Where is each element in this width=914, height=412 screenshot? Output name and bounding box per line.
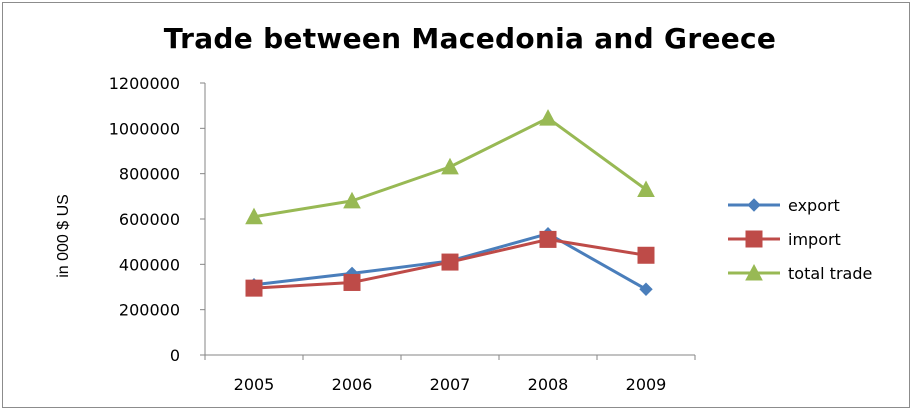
x-tick-label: 2008 [528,375,569,394]
legend-label-import: import [788,230,841,249]
data-point-total-trade [441,157,459,175]
x-tick-label: 2005 [234,375,275,394]
legend-label-total-trade: total trade [788,264,872,283]
legend: export import total trade [728,196,872,283]
data-point-total-trade [637,180,655,198]
chart-title: Trade between Macedonia and Greece [163,22,777,55]
data-point-import [637,246,655,264]
y-tick-label: 0 [170,346,180,365]
series-layer [245,109,655,297]
x-tick-label: 2009 [626,375,667,394]
y-tick-label: 600000 [119,210,180,229]
data-point-total-trade [539,109,557,126]
legend-marker-export [747,198,761,212]
data-point-import [441,253,459,271]
data-point-total-trade [343,191,361,209]
y-tick-label: 1200000 [109,74,180,93]
legend-marker-import [745,230,763,248]
data-point-export [639,282,653,296]
legend-marker-total-trade [745,263,763,281]
y-tick-label: 1000000 [109,119,180,138]
legend-label-export: export [788,196,840,215]
axes: 0 200000 400000 600000 800000 1000000 1200000 2… [109,74,696,394]
y-tick-label: 400000 [119,255,180,274]
data-point-import [539,230,557,248]
x-tick-label: 2006 [332,375,373,394]
data-point-import [343,273,361,291]
data-point-total-trade [245,207,263,225]
series-import [245,230,655,297]
y-tick-label: 800000 [119,165,180,184]
series-total-trade [245,109,655,225]
x-tick-label: 2007 [430,375,471,394]
y-tick-label: 200000 [119,301,180,320]
data-point-import [245,279,263,297]
